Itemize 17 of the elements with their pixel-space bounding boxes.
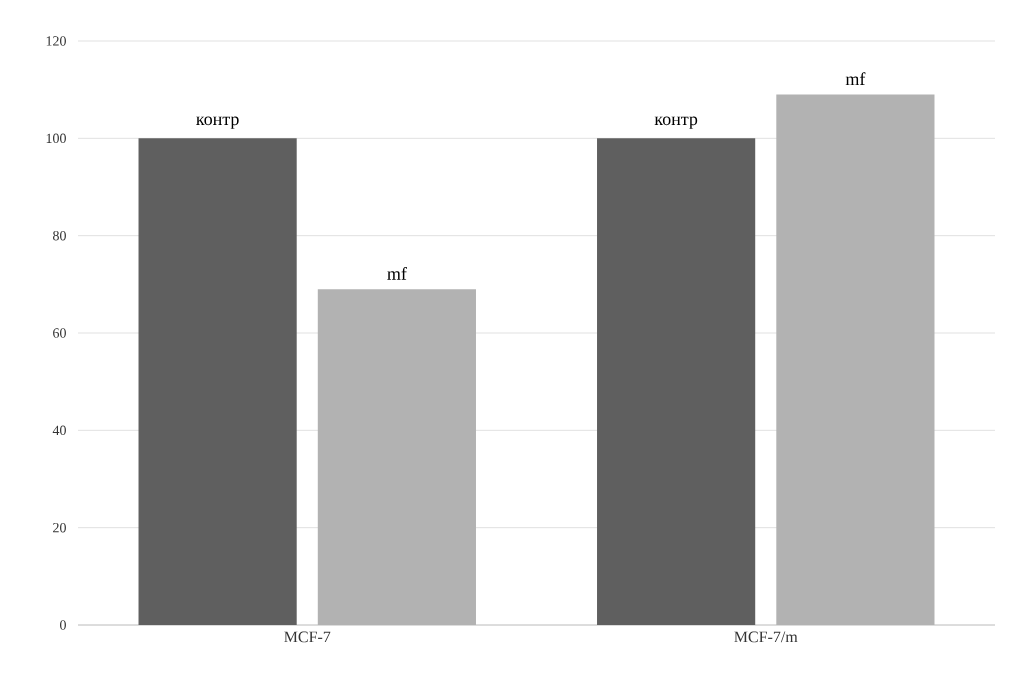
- y-tick-label: 0: [60, 620, 66, 630]
- y-tick-label: 40: [52, 425, 66, 436]
- x-tick-label: MCF-7/m: [734, 631, 798, 643]
- series-label: контр: [196, 116, 239, 129]
- series-label: mf: [387, 267, 407, 280]
- y-tick-label: 80: [53, 230, 66, 241]
- bar: [776, 94, 935, 625]
- x-tick-label: MCF-7: [284, 631, 331, 643]
- bar: [138, 138, 297, 625]
- text: mf: [845, 72, 866, 86]
- y-tick-label: 120: [46, 36, 66, 46]
- y-tick-label: 100: [46, 133, 66, 144]
- text: контр: [654, 116, 698, 129]
- bar: [597, 138, 756, 625]
- bar: [317, 289, 476, 625]
- y-tick-label: 20: [53, 522, 66, 533]
- y-tick-label: 60: [53, 328, 66, 338]
